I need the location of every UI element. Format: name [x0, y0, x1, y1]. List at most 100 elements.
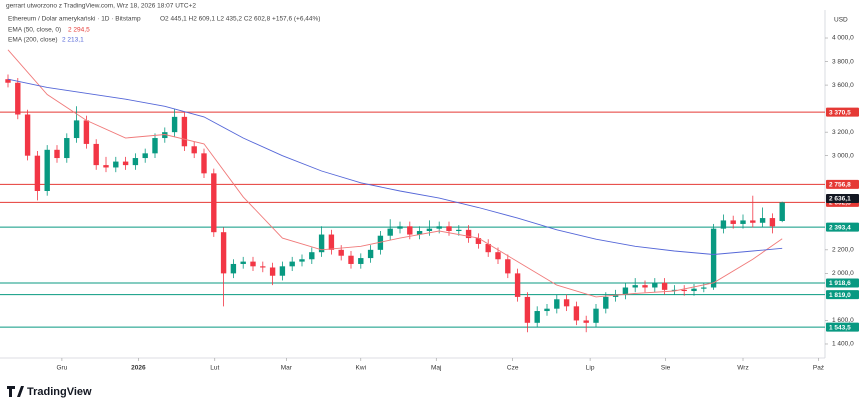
- candle-body: [759, 218, 766, 223]
- candle-body: [211, 173, 217, 233]
- y-tick-label: 1 600,0: [832, 317, 854, 324]
- candle-body: [240, 261, 246, 264]
- candle-body: [701, 287, 707, 289]
- ema-line: [7, 78, 783, 255]
- logo: TradingView: [7, 386, 92, 398]
- candle-body: [563, 299, 570, 307]
- ema50-label: EMA (50, close, 0): [8, 27, 61, 34]
- candle-body: [730, 220, 736, 224]
- candle-body: [191, 146, 197, 154]
- candle-body: [260, 266, 266, 268]
- y-tick-label: 2 200,0: [832, 247, 854, 254]
- x-tick-label: Sie: [661, 365, 671, 372]
- x-tick-label: Gru: [56, 365, 67, 372]
- candle-body: [465, 229, 472, 239]
- y-tick-label: 4 000,0: [832, 35, 854, 42]
- candle-body: [436, 226, 442, 229]
- price-tag: [826, 222, 859, 232]
- candle-body: [573, 306, 580, 321]
- candle-body: [750, 220, 756, 223]
- symbol: Ethereum / Dolar amerykański · 1D · Bits…: [8, 16, 141, 23]
- ema50-value: 2 294,5: [68, 27, 90, 34]
- candle-body: [299, 259, 305, 262]
- candle-body: [720, 220, 727, 229]
- candle-body: [113, 161, 119, 168]
- logo-icon: [7, 386, 24, 397]
- candle-body: [642, 285, 648, 288]
- price-tag: [826, 179, 859, 189]
- candle-body: [289, 261, 295, 267]
- candle-body: [397, 226, 403, 229]
- y-tick-label: 2 000,0: [832, 270, 854, 277]
- candle-body: [122, 161, 129, 166]
- candle-body: [485, 243, 491, 253]
- x-tick-label: Maj: [431, 365, 441, 372]
- price-tag-label: 2 393,4: [829, 224, 851, 231]
- candle-body: [5, 79, 11, 83]
- candle-body: [544, 308, 550, 312]
- candle-body: [64, 138, 70, 159]
- candle-body: [171, 116, 178, 133]
- x-tick-label: Lip: [586, 365, 595, 372]
- y-tick-label: 3 000,0: [832, 152, 854, 159]
- candle-body: [181, 116, 188, 147]
- candle-body: [671, 289, 678, 291]
- price-tag-label: 1 543,5: [829, 324, 851, 331]
- price-tag-label: 2 756,8: [829, 182, 851, 189]
- ema200-label: EMA (200, close): [8, 37, 58, 44]
- candle-body: [661, 282, 668, 290]
- candle-body: [681, 289, 687, 292]
- y-tick-label: 3 600,0: [832, 82, 854, 89]
- candle-body: [407, 226, 413, 235]
- y-tick-label: 3 800,0: [832, 58, 854, 65]
- x-tick-label: Kwi: [356, 365, 366, 372]
- candle-body: [250, 261, 256, 267]
- ohlc: O2 445,1 H2 609,1 L2 435,2 C2 602,8 +157…: [160, 16, 320, 23]
- y-tick-label: 3 200,0: [832, 129, 854, 136]
- ema200-value: 2 213,1: [62, 37, 84, 44]
- candle-body: [201, 153, 207, 174]
- candle-body: [495, 252, 501, 260]
- x-tick-label: Cze: [507, 365, 519, 372]
- candle-body: [34, 155, 41, 191]
- candle-body: [534, 311, 540, 323]
- candle-body: [416, 231, 423, 235]
- price-tag-label: 2 636,1: [829, 196, 851, 203]
- x-tick-label: Lut: [210, 365, 219, 372]
- candle-body: [652, 282, 658, 288]
- candle-body: [269, 267, 276, 276]
- price-tag-label: 1 819,0: [829, 292, 851, 299]
- candle-body: [328, 234, 335, 250]
- candle-body: [318, 234, 325, 253]
- candle-body: [691, 288, 697, 292]
- candle-body: [505, 259, 511, 274]
- currency: USD: [834, 17, 848, 24]
- candle-body: [358, 258, 364, 264]
- candle-body: [230, 263, 237, 274]
- candle-body: [93, 143, 99, 166]
- candle-body: [73, 120, 80, 139]
- candle-body: [475, 238, 482, 244]
- x-tick-label: 2026: [131, 365, 146, 372]
- candle-body: [710, 228, 717, 288]
- candle-body: [593, 308, 599, 323]
- price-tag: [826, 290, 859, 300]
- ema-line: [7, 49, 783, 298]
- candle-body: [632, 285, 638, 288]
- price-tag: [826, 107, 859, 117]
- candle-body: [524, 296, 531, 323]
- candle-body: [220, 232, 227, 274]
- candle-body: [54, 149, 60, 159]
- candle-body: [554, 299, 560, 309]
- candle-body: [779, 202, 785, 221]
- x-tick-label: Wrz: [737, 365, 748, 372]
- candle-body: [309, 252, 315, 260]
- candle-body: [377, 235, 384, 250]
- candle-body: [152, 138, 158, 154]
- candle-body: [446, 226, 452, 232]
- candle-body: [456, 229, 462, 232]
- x-tick-label: Paź: [813, 365, 824, 372]
- candle-body: [132, 158, 139, 166]
- candle-body: [367, 249, 374, 259]
- author-line: gerrart utworzono z TradingView.com, Wrz…: [6, 3, 196, 10]
